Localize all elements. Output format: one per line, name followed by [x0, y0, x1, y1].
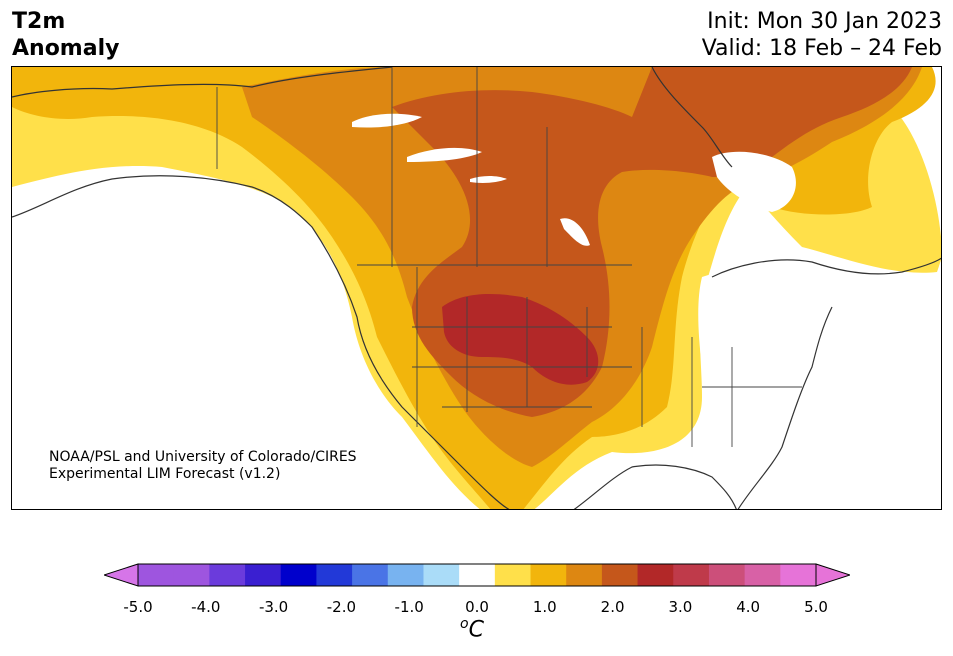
colorbar-bin	[316, 564, 353, 586]
colorbar-tick-label: -1.0	[394, 598, 424, 616]
anomaly-band-neutral	[698, 262, 941, 509]
colorbar-bin	[352, 564, 389, 586]
colorbar-bin	[245, 564, 282, 586]
colorbar-extend-high	[815, 563, 850, 587]
title-line-1: T2m	[12, 9, 66, 34]
colorbar-bin	[138, 564, 175, 586]
lake	[470, 176, 507, 183]
forecast-dates: Init: Mon 30 Jan 2023 Valid: 18 Feb – 24…	[702, 8, 942, 62]
colorbar-tick-label: 1.0	[532, 598, 557, 616]
colorbar-bin	[423, 564, 460, 586]
title-line-2: Anomaly	[12, 36, 120, 61]
colorbar-bin	[673, 564, 710, 586]
colorbar-bin	[530, 564, 567, 586]
colorbar-bin	[744, 564, 781, 586]
colorbar-extend-low	[104, 563, 139, 587]
coastlines	[12, 67, 941, 509]
colorbar-tick-label: -5.0	[123, 598, 153, 616]
colorbar-bin	[780, 564, 817, 586]
colorbar-bin	[387, 564, 424, 586]
colorbar-bin	[637, 564, 674, 586]
init-date-label: Init: Mon 30 Jan 2023	[707, 9, 942, 34]
colorbar-tick-label: 5.0	[804, 598, 828, 616]
map-title: T2m Anomaly	[12, 8, 119, 62]
valid-date-label: Valid: 18 Feb – 24 Feb	[701, 36, 942, 61]
colorbar-bin	[459, 564, 496, 586]
colorbar-unit: oC	[460, 616, 484, 643]
colorbar-bin	[566, 564, 603, 586]
colorbar-tick-label: -2.0	[326, 598, 357, 616]
credit-line-2: Experimental LIM Forecast (v1.2)	[49, 466, 281, 482]
anomaly-map	[11, 66, 942, 510]
colorbar-bin	[280, 564, 317, 586]
colorbar-frame	[137, 563, 817, 587]
colorbar-bin	[601, 564, 639, 586]
colorbar-bin	[173, 564, 210, 586]
lake	[352, 113, 422, 128]
political-borders	[216, 67, 802, 447]
colorbar-tick-label: -3.0	[258, 598, 289, 616]
anomaly-band-neutral-2	[712, 151, 796, 212]
colorbar-bin	[209, 564, 246, 586]
colorbar-tick-label: 2.0	[600, 598, 625, 616]
colorbar-tick-label: 0.0	[465, 598, 489, 616]
colorbar-bin	[708, 564, 746, 586]
map-credit: NOAA/PSL and University of Colorado/CIRE…	[49, 449, 357, 483]
colorbar-bin	[494, 564, 532, 586]
colorbar-tick-label: -4.0	[191, 598, 221, 616]
anomaly-band-2.5-3.0	[442, 294, 599, 385]
colorbar-tick-label: 4.0	[736, 598, 761, 616]
lake	[560, 218, 590, 246]
map-canvas	[12, 67, 941, 509]
colorbar	[104, 563, 850, 587]
colorbar-tick-label: 3.0	[668, 598, 693, 616]
credit-line-1: NOAA/PSL and University of Colorado/CIRE…	[49, 449, 357, 465]
lake	[407, 147, 482, 162]
